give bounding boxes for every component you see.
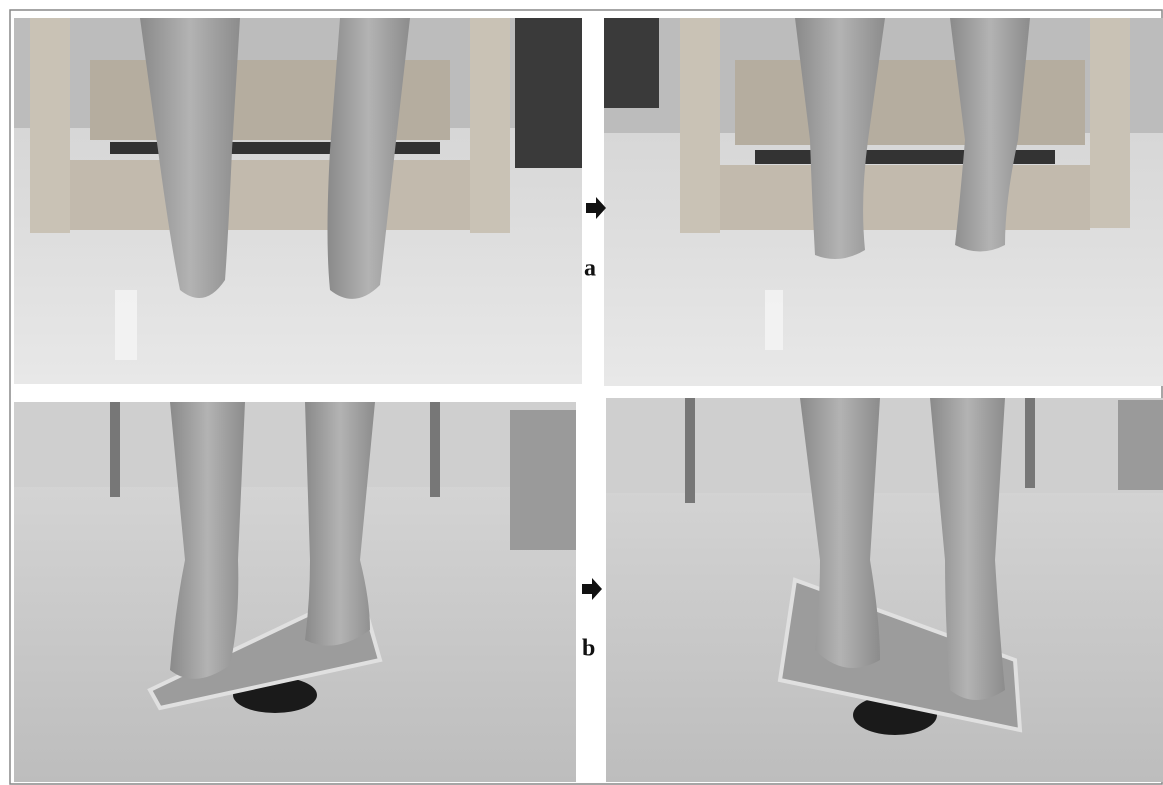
arrow (586, 197, 606, 219)
photo-a-before (14, 18, 582, 384)
panel-label: a (584, 256, 596, 282)
arrow (582, 578, 602, 600)
figure-border (9, 9, 1163, 785)
photo-b-before (14, 402, 576, 782)
photo-b-after (606, 398, 1163, 782)
photo-a-after (604, 18, 1163, 386)
panel-label: b (582, 636, 595, 662)
